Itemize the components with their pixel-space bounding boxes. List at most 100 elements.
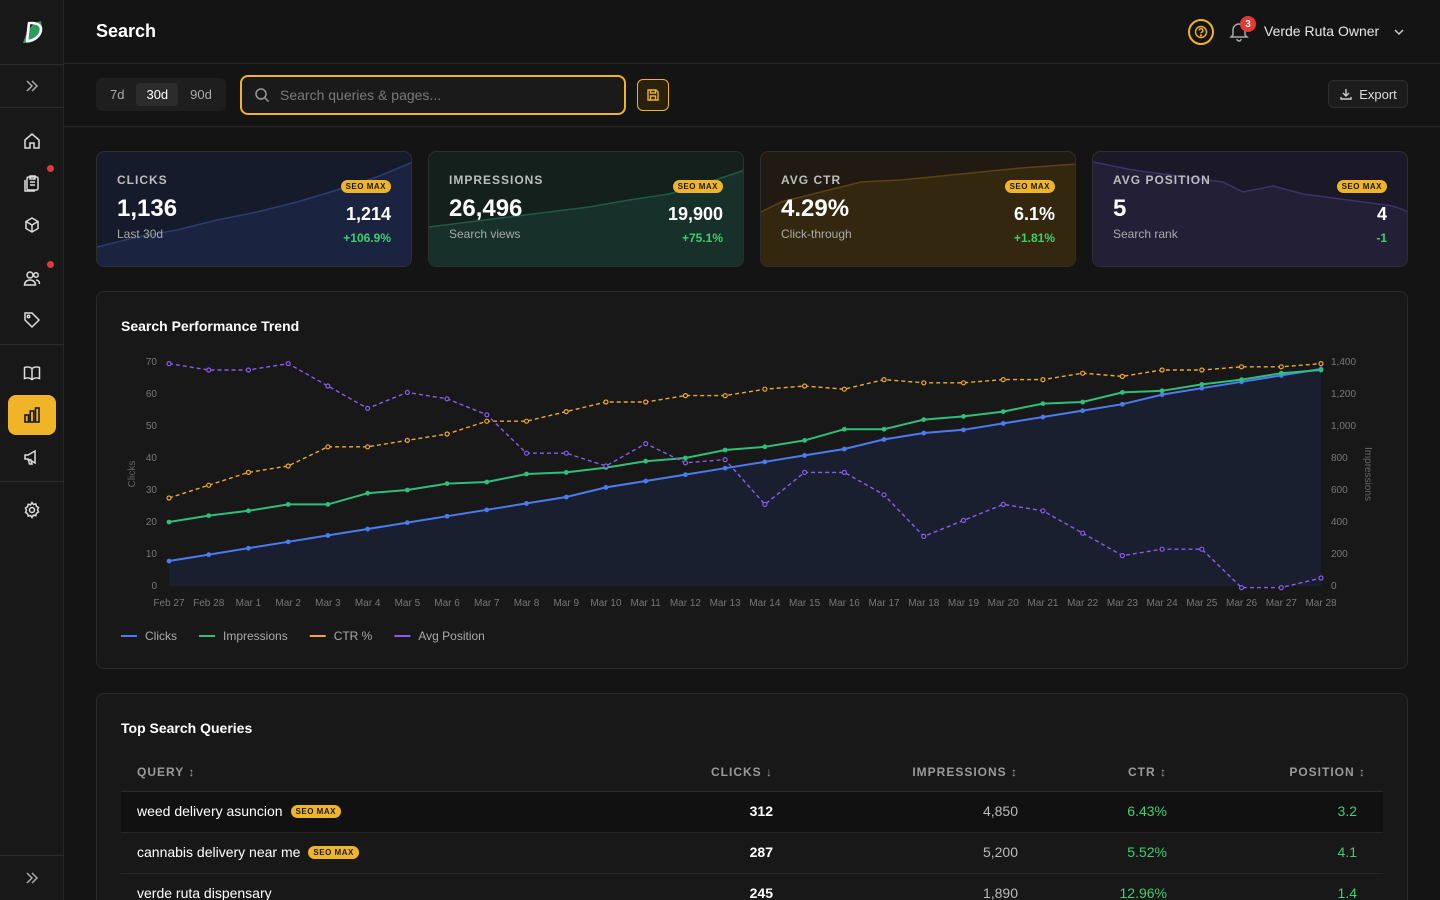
card-max-value: 19,900 — [667, 204, 723, 224]
export-label: Export — [1359, 86, 1397, 102]
legend-label-impressions: Impressions — [223, 629, 288, 643]
card-change: +1.81% — [1013, 231, 1055, 245]
table-row[interactable]: cannabis delivery near me SEO MAX 287 5,2… — [121, 833, 1383, 874]
card-label: CLICKS — [117, 173, 168, 187]
data-point-ctr- — [1119, 373, 1125, 380]
notification-dot — [47, 261, 54, 268]
stat-card-impressions: IMPRESSIONS 26,496 Search views SEO MAX … — [428, 151, 744, 267]
trend-chart: 0 10 20 30 40 50 60 70 0 200 400 600 800 1,000 1,200 1,… — [121, 357, 1373, 643]
y2-tick-label: 0 — [1331, 581, 1337, 592]
x-tick-label: Feb 27 — [153, 598, 185, 609]
data-point-impressions — [166, 519, 172, 525]
position-cell: 1.4 — [1337, 885, 1357, 900]
x-tick-label: Mar 22 — [1067, 598, 1099, 609]
toolbar: 7d 30d 90d Export — [64, 64, 1440, 127]
export-button[interactable]: Export — [1328, 80, 1408, 108]
data-point-impressions — [683, 455, 688, 461]
data-point-impressions — [762, 444, 768, 450]
data-point-avg-position — [921, 533, 927, 539]
nav-orders[interactable] — [8, 163, 56, 203]
card-subtitle: Last 30d — [117, 227, 164, 241]
data-point-impressions — [921, 417, 927, 422]
range-30d[interactable]: 30d — [136, 83, 179, 106]
data-point-avg-position — [563, 450, 569, 456]
save-search-button[interactable] — [637, 79, 669, 111]
user-menu-name[interactable]: Verde Ruta Owner — [1264, 23, 1380, 39]
column-query[interactable]: QUERY ↕ — [137, 765, 196, 779]
nav-guides[interactable] — [8, 353, 56, 393]
y2-tick-label: 1,000 — [1331, 421, 1356, 432]
data-point-ctr- — [881, 376, 887, 383]
nav-customers[interactable] — [8, 258, 56, 298]
double-chevron-right-icon — [26, 80, 39, 92]
y-tick-label: 70 — [146, 357, 158, 368]
expand-sidebar-button[interactable] — [8, 66, 56, 106]
brand-logo[interactable] — [16, 16, 48, 48]
column-position[interactable]: POSITION ↕ — [1289, 765, 1366, 779]
collapse-toggle-button[interactable] — [8, 858, 56, 898]
nav-settings[interactable] — [8, 490, 56, 530]
data-point-clicks — [1199, 385, 1205, 391]
card-value: 26,496 — [449, 195, 523, 222]
data-point-clicks — [285, 539, 291, 545]
range-90d[interactable]: 90d — [190, 87, 212, 102]
range-7d[interactable]: 7d — [110, 87, 125, 102]
data-point-avg-position — [404, 389, 410, 396]
y2-axis-title: Impressions — [1362, 447, 1373, 501]
download-icon — [1340, 89, 1352, 100]
table-row[interactable]: verde ruta dispensary 245 1,890 12.96% 1… — [121, 874, 1383, 900]
card-change: -1 — [1376, 231, 1387, 245]
chevron-down-icon[interactable] — [1393, 26, 1405, 38]
data-point-avg-position — [1318, 575, 1324, 581]
card-label: AVG CTR — [781, 173, 842, 187]
y-tick-label: 10 — [146, 549, 158, 560]
column-clicks[interactable]: CLICKS ↓ — [711, 765, 773, 779]
data-point-avg-position — [1238, 585, 1245, 591]
series-line-ctr- — [168, 362, 1322, 499]
help-button[interactable] — [1188, 19, 1214, 45]
series-line-clicks — [168, 368, 1322, 562]
y-tick-label: 30 — [146, 485, 158, 496]
x-tick-label: Mar 26 — [1226, 598, 1258, 609]
y-tick-label: 20 — [146, 517, 158, 528]
data-point-impressions — [643, 458, 649, 464]
data-point-ctr- — [523, 418, 530, 424]
sidebar-divider — [0, 855, 64, 856]
query-cell: cannabis delivery near me SEO MAX — [137, 844, 359, 860]
performance-trend-panel: Search Performance Trend 0 10 20 30 40 50 60 70… — [96, 291, 1408, 669]
data-point-ctr- — [921, 380, 927, 386]
nav-products[interactable] — [8, 205, 56, 245]
impressions-cell: 1,890 — [982, 885, 1018, 900]
home-icon — [24, 133, 40, 149]
column-impressions[interactable]: IMPRESSIONS ↕ — [912, 765, 1018, 779]
data-point-clicks — [246, 545, 251, 551]
data-point-impressions — [1159, 388, 1165, 394]
card-label: AVG POSITION — [1113, 173, 1211, 187]
query-text: cannabis delivery near me — [137, 844, 301, 860]
data-point-ctr- — [444, 431, 450, 437]
column-ctr[interactable]: CTR ↕ — [1128, 765, 1167, 779]
table-row[interactable]: weed delivery asuncion SEO MAX 312 4,850 … — [121, 792, 1383, 833]
data-point-avg-position — [1119, 553, 1125, 559]
stat-card-clicks: CLICKS 1,136 Last 30d SEO MAX 1,214 +106… — [96, 151, 412, 267]
seo-max-badge: SEO MAX — [340, 180, 391, 193]
table-header: QUERY ↕ CLICKS ↓ IMPRESSIONS ↕ CTR ↕ POS… — [121, 754, 1383, 792]
data-point-avg-position — [325, 383, 331, 389]
page-title: Search — [96, 21, 157, 41]
search-input[interactable] — [280, 77, 610, 113]
data-point-avg-position — [1040, 508, 1046, 514]
nav-home[interactable] — [8, 121, 56, 161]
nav-promotions[interactable] — [8, 300, 56, 340]
y2-tick-label: 400 — [1331, 517, 1348, 528]
sparkline — [761, 163, 1075, 266]
seo-max-badge: SEO MAX — [1336, 180, 1387, 193]
x-tick-label: Mar 24 — [1147, 598, 1179, 609]
bar-chart-icon — [24, 407, 40, 423]
card-value: 1,136 — [117, 195, 178, 222]
seo-max-badge: SEO MAX — [672, 180, 723, 193]
nav-marketing[interactable] — [8, 437, 56, 477]
data-point-ctr- — [1318, 360, 1324, 367]
nav-analytics[interactable] — [8, 395, 56, 435]
tag-icon — [24, 312, 41, 329]
